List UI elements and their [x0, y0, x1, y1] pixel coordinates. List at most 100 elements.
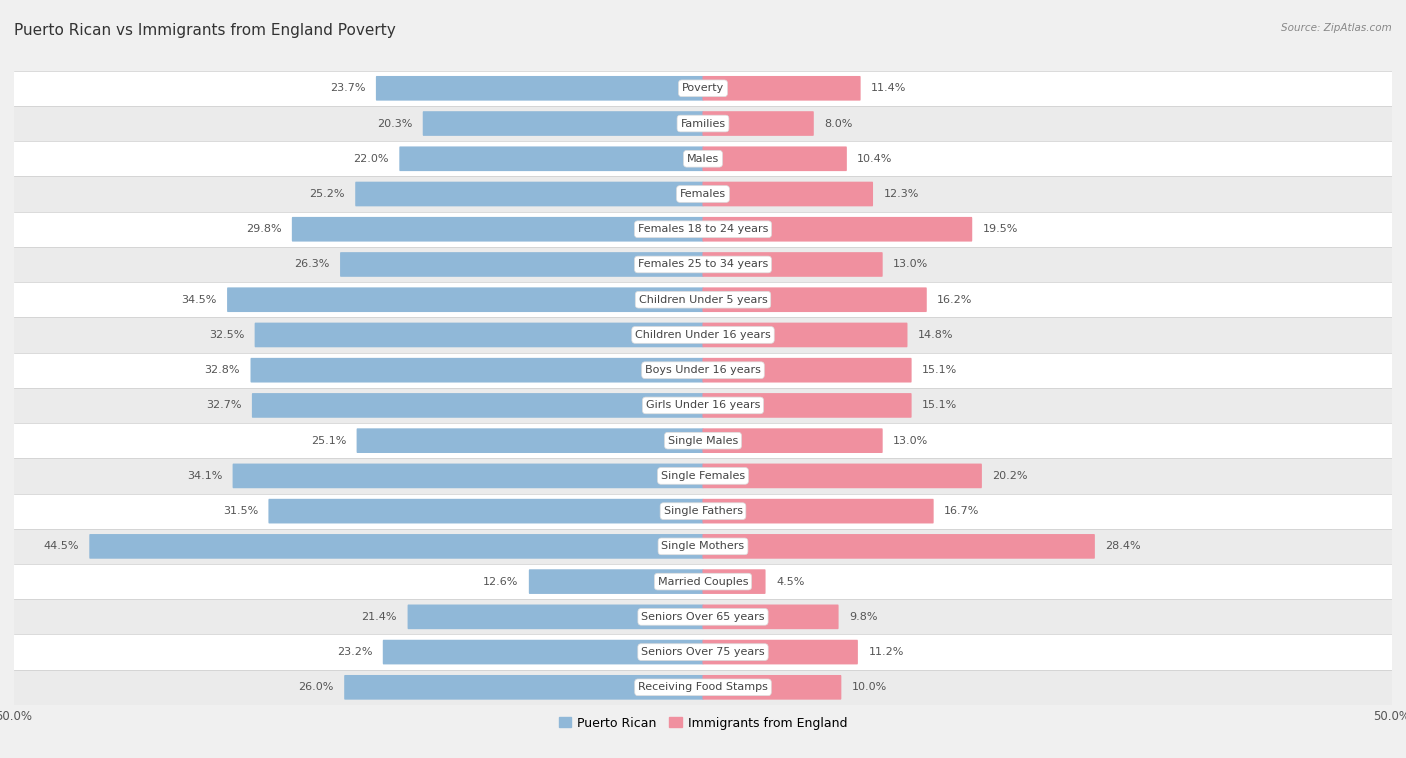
FancyBboxPatch shape — [703, 499, 934, 524]
FancyBboxPatch shape — [703, 146, 846, 171]
Text: 20.3%: 20.3% — [377, 118, 412, 129]
Bar — [14, 177, 1392, 211]
Text: 15.1%: 15.1% — [922, 400, 957, 410]
Text: 34.5%: 34.5% — [181, 295, 217, 305]
Text: 13.0%: 13.0% — [893, 436, 928, 446]
Bar — [14, 282, 1392, 318]
Bar — [14, 423, 1392, 459]
Text: 14.8%: 14.8% — [918, 330, 953, 340]
FancyBboxPatch shape — [703, 605, 838, 629]
Text: Boys Under 16 years: Boys Under 16 years — [645, 365, 761, 375]
Bar — [14, 493, 1392, 529]
Text: 19.5%: 19.5% — [983, 224, 1018, 234]
Bar — [14, 70, 1392, 106]
Text: 8.0%: 8.0% — [824, 118, 852, 129]
Text: 11.4%: 11.4% — [872, 83, 907, 93]
FancyBboxPatch shape — [529, 569, 703, 594]
FancyBboxPatch shape — [399, 146, 703, 171]
FancyBboxPatch shape — [703, 464, 981, 488]
Text: Single Males: Single Males — [668, 436, 738, 446]
Text: Single Mothers: Single Mothers — [661, 541, 745, 551]
FancyBboxPatch shape — [254, 323, 703, 347]
Text: Girls Under 16 years: Girls Under 16 years — [645, 400, 761, 410]
FancyBboxPatch shape — [703, 640, 858, 665]
Text: 12.6%: 12.6% — [484, 577, 519, 587]
Text: 44.5%: 44.5% — [44, 541, 79, 551]
Text: 16.2%: 16.2% — [938, 295, 973, 305]
Text: Puerto Rican vs Immigrants from England Poverty: Puerto Rican vs Immigrants from England … — [14, 23, 396, 38]
Bar — [14, 529, 1392, 564]
FancyBboxPatch shape — [703, 111, 814, 136]
FancyBboxPatch shape — [344, 675, 703, 700]
Text: Children Under 16 years: Children Under 16 years — [636, 330, 770, 340]
Text: Females 25 to 34 years: Females 25 to 34 years — [638, 259, 768, 270]
Bar — [14, 670, 1392, 705]
Text: 32.7%: 32.7% — [205, 400, 242, 410]
Bar — [14, 141, 1392, 177]
FancyBboxPatch shape — [703, 428, 883, 453]
FancyBboxPatch shape — [703, 675, 841, 700]
Text: Single Females: Single Females — [661, 471, 745, 481]
Text: Married Couples: Married Couples — [658, 577, 748, 587]
Bar — [14, 388, 1392, 423]
Text: 23.7%: 23.7% — [330, 83, 366, 93]
FancyBboxPatch shape — [90, 534, 703, 559]
Text: 26.0%: 26.0% — [298, 682, 333, 692]
Bar — [14, 352, 1392, 388]
Text: 23.2%: 23.2% — [337, 647, 373, 657]
Text: 31.5%: 31.5% — [222, 506, 257, 516]
FancyBboxPatch shape — [232, 464, 703, 488]
FancyBboxPatch shape — [292, 217, 703, 242]
Text: 10.4%: 10.4% — [858, 154, 893, 164]
FancyBboxPatch shape — [408, 605, 703, 629]
FancyBboxPatch shape — [250, 358, 703, 383]
Bar — [14, 106, 1392, 141]
Text: Children Under 5 years: Children Under 5 years — [638, 295, 768, 305]
Text: 4.5%: 4.5% — [776, 577, 804, 587]
FancyBboxPatch shape — [703, 252, 883, 277]
Text: Seniors Over 75 years: Seniors Over 75 years — [641, 647, 765, 657]
FancyBboxPatch shape — [375, 76, 703, 101]
Text: 9.8%: 9.8% — [849, 612, 877, 622]
Text: Females: Females — [681, 189, 725, 199]
Text: Receiving Food Stamps: Receiving Food Stamps — [638, 682, 768, 692]
Text: Source: ZipAtlas.com: Source: ZipAtlas.com — [1281, 23, 1392, 33]
Bar — [14, 634, 1392, 670]
Text: Females 18 to 24 years: Females 18 to 24 years — [638, 224, 768, 234]
Text: 16.7%: 16.7% — [945, 506, 980, 516]
Text: Males: Males — [688, 154, 718, 164]
Text: 25.1%: 25.1% — [311, 436, 346, 446]
Text: 13.0%: 13.0% — [893, 259, 928, 270]
Text: 10.0%: 10.0% — [852, 682, 887, 692]
Text: Seniors Over 65 years: Seniors Over 65 years — [641, 612, 765, 622]
FancyBboxPatch shape — [703, 323, 907, 347]
Text: 11.2%: 11.2% — [869, 647, 904, 657]
Text: 15.1%: 15.1% — [922, 365, 957, 375]
Text: Poverty: Poverty — [682, 83, 724, 93]
FancyBboxPatch shape — [703, 534, 1095, 559]
Text: 34.1%: 34.1% — [187, 471, 222, 481]
Bar — [14, 211, 1392, 247]
FancyBboxPatch shape — [703, 358, 911, 383]
Bar — [14, 564, 1392, 600]
FancyBboxPatch shape — [703, 287, 927, 312]
Bar — [14, 459, 1392, 493]
FancyBboxPatch shape — [703, 569, 765, 594]
Text: 28.4%: 28.4% — [1105, 541, 1140, 551]
FancyBboxPatch shape — [228, 287, 703, 312]
FancyBboxPatch shape — [423, 111, 703, 136]
FancyBboxPatch shape — [703, 217, 972, 242]
Legend: Puerto Rican, Immigrants from England: Puerto Rican, Immigrants from England — [554, 712, 852, 735]
Text: 32.8%: 32.8% — [204, 365, 240, 375]
Text: 22.0%: 22.0% — [353, 154, 389, 164]
FancyBboxPatch shape — [269, 499, 703, 524]
FancyBboxPatch shape — [703, 76, 860, 101]
FancyBboxPatch shape — [703, 393, 911, 418]
FancyBboxPatch shape — [252, 393, 703, 418]
FancyBboxPatch shape — [382, 640, 703, 665]
Text: 26.3%: 26.3% — [294, 259, 329, 270]
FancyBboxPatch shape — [340, 252, 703, 277]
FancyBboxPatch shape — [356, 182, 703, 206]
Bar — [14, 318, 1392, 352]
Bar — [14, 600, 1392, 634]
